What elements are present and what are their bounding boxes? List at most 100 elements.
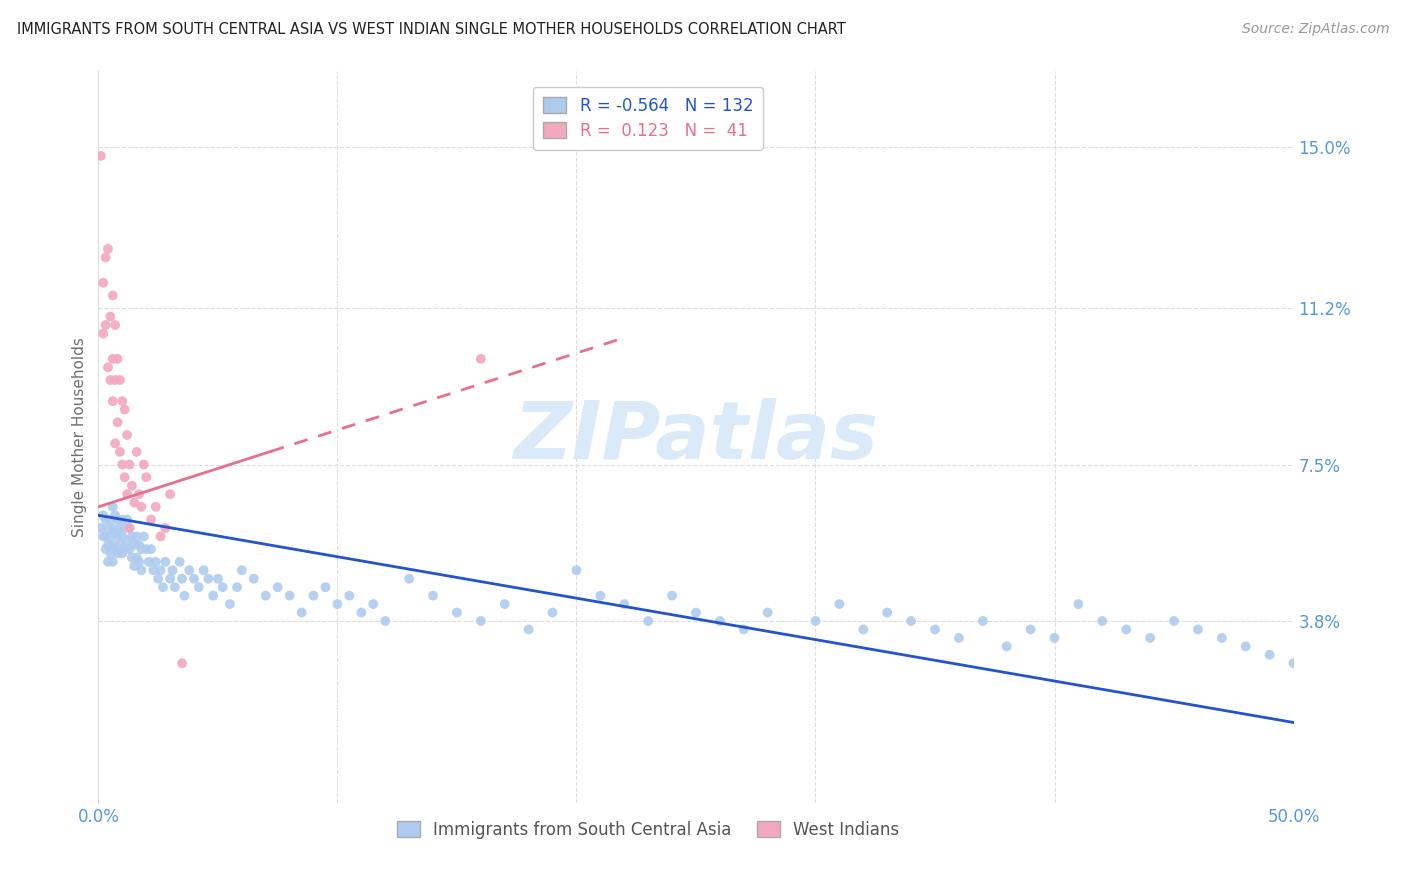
- Point: [139, 512, 162, 526]
- Point: [97, 555, 120, 569]
- Point: [446, 606, 468, 620]
- Point: [135, 470, 157, 484]
- Point: [94, 318, 117, 332]
- Point: [494, 597, 516, 611]
- Point: [565, 563, 588, 577]
- Point: [1378, 665, 1400, 679]
- Point: [104, 373, 127, 387]
- Point: [197, 572, 219, 586]
- Point: [121, 529, 143, 543]
- Point: [104, 436, 127, 450]
- Point: [163, 580, 186, 594]
- Point: [125, 550, 148, 565]
- Point: [226, 580, 249, 594]
- Point: [118, 521, 141, 535]
- Point: [107, 512, 129, 526]
- Y-axis label: Single Mother Households: Single Mother Households: [72, 337, 87, 537]
- Point: [121, 479, 143, 493]
- Point: [1211, 631, 1233, 645]
- Point: [162, 563, 184, 577]
- Point: [267, 580, 290, 594]
- Point: [142, 563, 165, 577]
- Point: [1306, 665, 1329, 679]
- Point: [91, 508, 114, 523]
- Point: [291, 606, 314, 620]
- Point: [111, 512, 134, 526]
- Point: [91, 326, 114, 341]
- Point: [315, 580, 337, 594]
- Point: [374, 614, 396, 628]
- Point: [202, 589, 225, 603]
- Point: [138, 555, 160, 569]
- Point: [101, 521, 124, 535]
- Point: [173, 589, 195, 603]
- Point: [98, 373, 122, 387]
- Point: [231, 563, 253, 577]
- Point: [91, 529, 114, 543]
- Point: [1019, 623, 1042, 637]
- Point: [101, 351, 124, 366]
- Point: [350, 606, 373, 620]
- Point: [1091, 614, 1114, 628]
- Point: [125, 529, 148, 543]
- Point: [108, 538, 131, 552]
- Point: [104, 542, 127, 557]
- Point: [132, 458, 155, 472]
- Point: [121, 550, 143, 565]
- Point: [98, 529, 122, 543]
- Point: [124, 495, 146, 509]
- Legend: Immigrants from South Central Asia, West Indians: Immigrants from South Central Asia, West…: [389, 814, 907, 846]
- Point: [97, 360, 120, 375]
- Point: [278, 589, 301, 603]
- Point: [107, 351, 129, 366]
- Point: [661, 589, 683, 603]
- Point: [804, 614, 827, 628]
- Point: [470, 351, 492, 366]
- Point: [1402, 673, 1406, 688]
- Point: [135, 542, 157, 557]
- Point: [111, 458, 134, 472]
- Point: [94, 512, 117, 526]
- Point: [104, 525, 127, 540]
- Point: [541, 606, 564, 620]
- Point: [149, 529, 172, 543]
- Point: [876, 606, 898, 620]
- Point: [97, 521, 120, 535]
- Point: [159, 487, 181, 501]
- Point: [108, 445, 131, 459]
- Point: [169, 555, 191, 569]
- Point: [172, 572, 194, 586]
- Point: [91, 276, 114, 290]
- Point: [155, 521, 177, 535]
- Point: [128, 487, 150, 501]
- Point: [132, 529, 155, 543]
- Point: [94, 251, 117, 265]
- Point: [118, 458, 141, 472]
- Point: [124, 538, 146, 552]
- Point: [101, 538, 124, 552]
- Point: [128, 538, 150, 552]
- Point: [219, 597, 242, 611]
- Point: [128, 555, 150, 569]
- Point: [207, 572, 229, 586]
- Point: [995, 640, 1018, 654]
- Point: [115, 533, 138, 548]
- Point: [900, 614, 922, 628]
- Point: [131, 563, 153, 577]
- Point: [107, 529, 129, 543]
- Point: [118, 521, 141, 535]
- Point: [613, 597, 636, 611]
- Point: [254, 589, 277, 603]
- Point: [1234, 640, 1257, 654]
- Point: [98, 512, 122, 526]
- Point: [145, 500, 167, 514]
- Point: [326, 597, 349, 611]
- Point: [90, 149, 112, 163]
- Point: [145, 555, 167, 569]
- Point: [211, 580, 233, 594]
- Point: [94, 542, 117, 557]
- Point: [139, 542, 162, 557]
- Point: [115, 487, 138, 501]
- Point: [111, 394, 134, 409]
- Point: [339, 589, 361, 603]
